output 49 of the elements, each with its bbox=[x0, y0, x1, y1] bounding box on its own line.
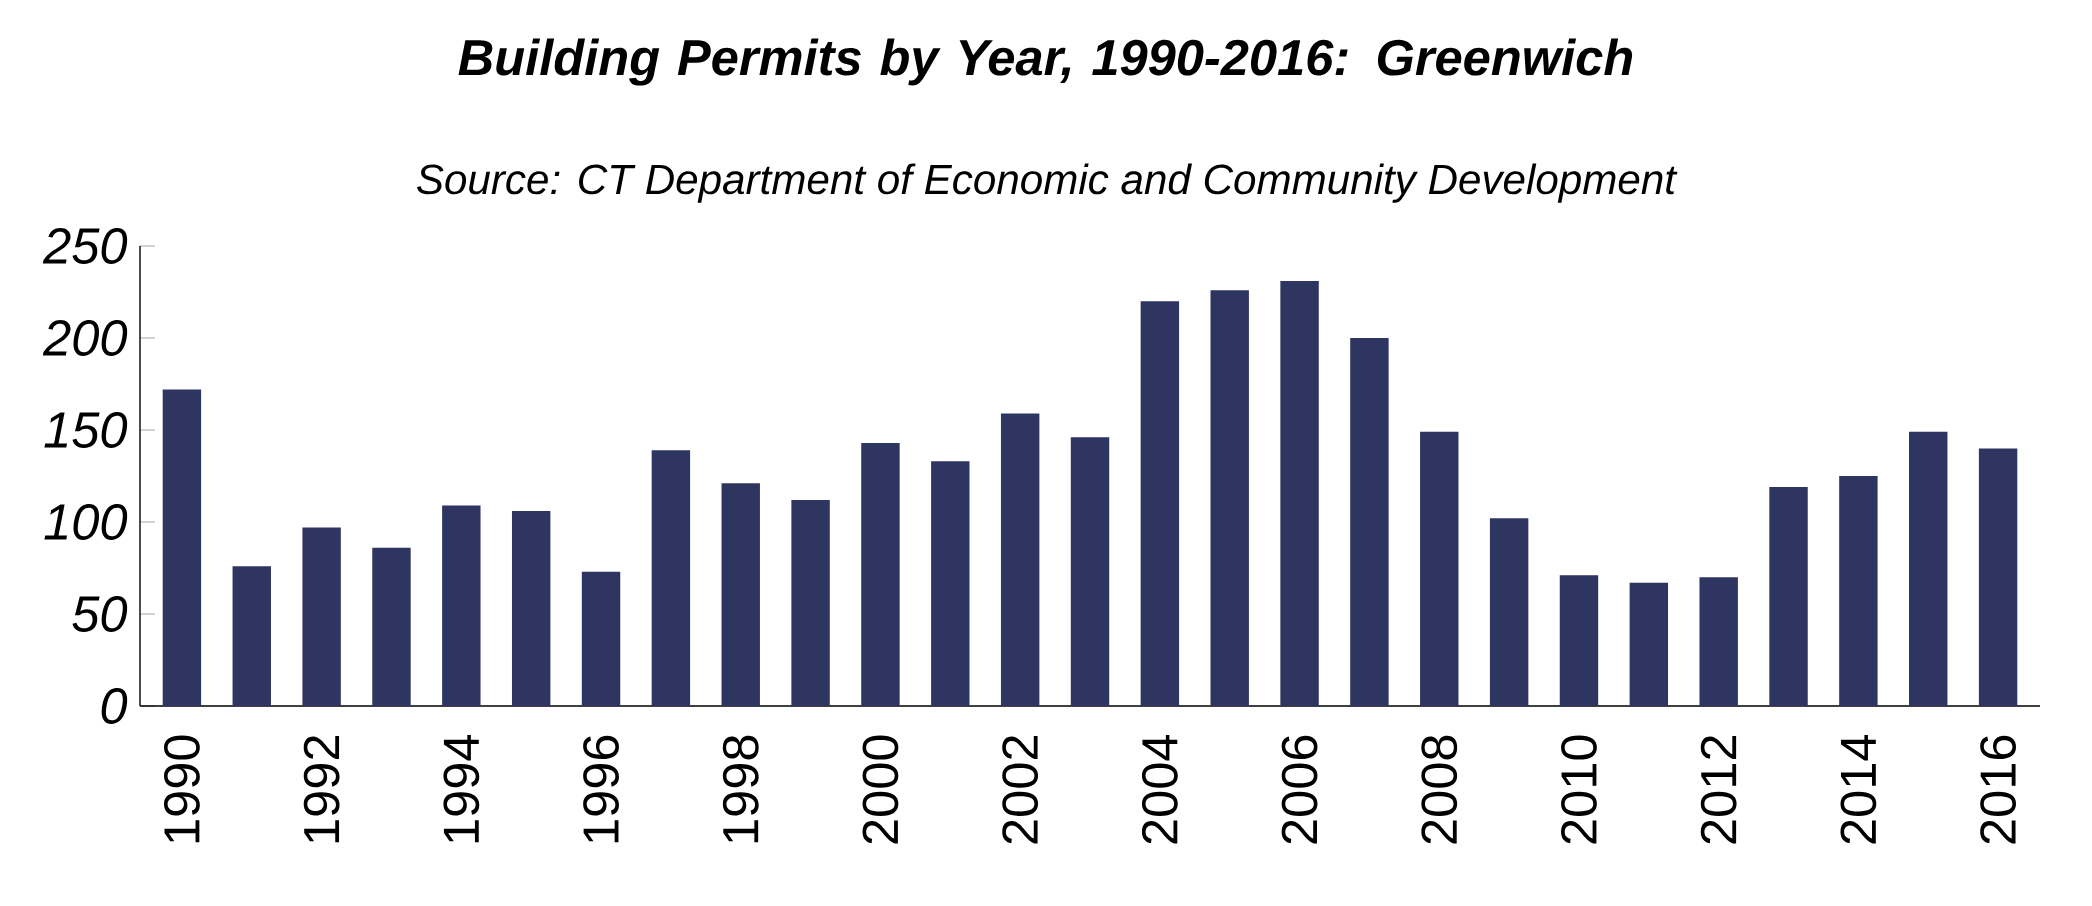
bar bbox=[1978, 448, 2018, 707]
y-tick-label: 50 bbox=[72, 596, 128, 632]
x-tick-label: 1992 bbox=[303, 736, 340, 843]
x-tick-label: 2012 bbox=[1700, 736, 1737, 844]
bar bbox=[1210, 290, 1249, 707]
y-tick-label: 200 bbox=[42, 320, 128, 356]
bar bbox=[861, 442, 900, 707]
x-tick-label: 1994 bbox=[443, 734, 480, 843]
y-tick-label: 0 bbox=[101, 688, 128, 724]
bar bbox=[1629, 582, 1669, 707]
chart-subtitle: Source: CT Department of Economic and Community Development bbox=[417, 163, 1678, 203]
bar bbox=[1839, 476, 1878, 707]
x-tick-label: 2000 bbox=[862, 735, 899, 844]
bar bbox=[581, 571, 621, 707]
bar bbox=[302, 527, 341, 707]
x-tick-label: 2002 bbox=[1002, 736, 1039, 844]
x-tick-label: 2006 bbox=[1281, 735, 1318, 844]
x-tick-label: 2010 bbox=[1561, 735, 1597, 844]
x-tick-label: 1990 bbox=[164, 735, 200, 843]
bar bbox=[162, 389, 202, 707]
bar bbox=[791, 499, 830, 707]
x-tick-label: 2008 bbox=[1421, 735, 1458, 844]
bar bbox=[1489, 518, 1529, 707]
bar bbox=[1070, 437, 1110, 707]
bar bbox=[1000, 413, 1040, 707]
bar bbox=[372, 547, 411, 707]
bar bbox=[931, 461, 970, 707]
bar bbox=[1140, 301, 1180, 707]
bar bbox=[1769, 487, 1808, 707]
y-tick-label: 100 bbox=[44, 504, 128, 540]
bar bbox=[1350, 338, 1389, 707]
bar bbox=[1420, 431, 1459, 707]
x-tick-label: 2014 bbox=[1840, 734, 1877, 844]
y-tick-label: 150 bbox=[44, 412, 128, 448]
bar bbox=[232, 566, 271, 707]
x-tick-label: 1998 bbox=[722, 735, 759, 843]
x-tick-label: 1996 bbox=[583, 735, 619, 843]
x-tick-label: 2016 bbox=[1980, 735, 2017, 844]
x-tick-label: 2004 bbox=[1141, 734, 1178, 844]
bar bbox=[1559, 575, 1599, 707]
bar bbox=[721, 483, 760, 707]
bar bbox=[1909, 431, 1948, 707]
bar bbox=[1280, 280, 1319, 707]
bar bbox=[1699, 577, 1738, 707]
chart-title: Building Permits by Year, 1990-2016: Greenwich bbox=[458, 38, 1633, 86]
bar bbox=[651, 450, 691, 707]
bar bbox=[442, 505, 481, 707]
bar bbox=[511, 510, 551, 707]
y-tick-label: 250 bbox=[42, 228, 128, 264]
